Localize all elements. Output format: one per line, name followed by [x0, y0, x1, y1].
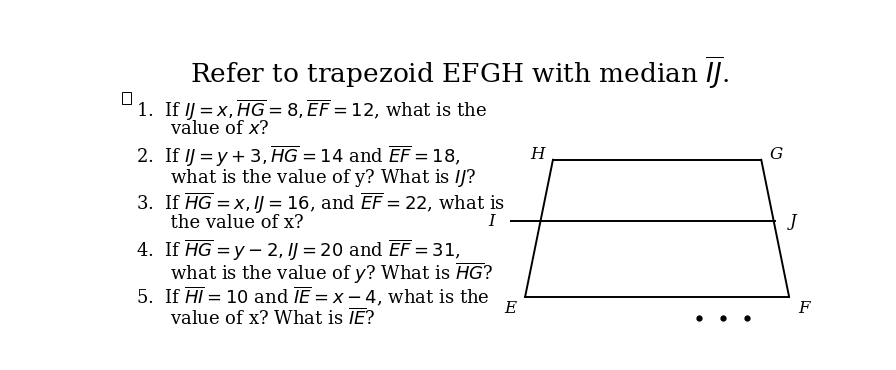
Text: 4.  If $\overline{HG} = y - 2, IJ = 20$ and $\overline{EF} = 31$,: 4. If $\overline{HG} = y - 2, IJ = 20$ a… — [136, 237, 461, 263]
Text: value of x? What is $\overline{IE}$?: value of x? What is $\overline{IE}$? — [136, 307, 376, 329]
Text: F: F — [798, 300, 810, 317]
Text: what is the value of $y$? What is $\overline{HG}$?: what is the value of $y$? What is $\over… — [136, 260, 494, 286]
Text: 1.  If $IJ = x, \overline{HG} = 8, \overline{EF} = 12$, what is the: 1. If $IJ = x, \overline{HG} = 8, \overl… — [136, 97, 487, 122]
Text: 2.  If $IJ = y + 3, \overline{HG} = 14$ and $\overline{EF} = 18$,: 2. If $IJ = y + 3, \overline{HG} = 14$ a… — [136, 144, 461, 169]
Text: value of $x$?: value of $x$? — [136, 121, 270, 138]
Text: E: E — [504, 300, 516, 317]
Text: I: I — [488, 212, 495, 229]
Text: the value of x?: the value of x? — [136, 214, 304, 232]
Text: 5.  If $\overline{HI} = 10$ and $\overline{IE} = x - 4$, what is the: 5. If $\overline{HI} = 10$ and $\overlin… — [136, 284, 490, 308]
Text: G: G — [770, 146, 783, 163]
Text: Refer to trapezoid EFGH with median $\overline{IJ}$.: Refer to trapezoid EFGH with median $\ov… — [190, 54, 728, 91]
Text: 3.  If $\overline{HG} = x, IJ = 16$, and $\overline{EF} = 22$, what is: 3. If $\overline{HG} = x, IJ = 16$, and … — [136, 191, 505, 216]
Text: J: J — [790, 212, 797, 229]
Bar — [122, 92, 131, 104]
Text: what is the value of y? What is $IJ$?: what is the value of y? What is $IJ$? — [136, 167, 477, 189]
Text: H: H — [530, 146, 545, 163]
